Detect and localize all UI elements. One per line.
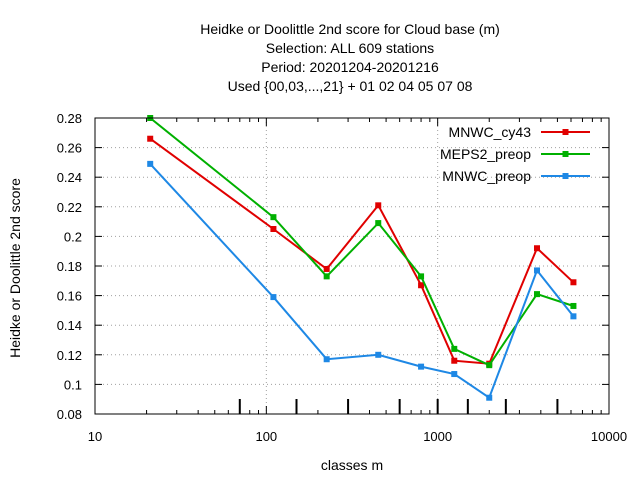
- data-point: [534, 291, 541, 298]
- plot-series: [147, 115, 577, 401]
- data-point: [375, 202, 382, 209]
- data-point: [147, 160, 154, 167]
- data-point: [375, 351, 382, 358]
- data-point: [375, 220, 382, 227]
- x-tick-label: 100: [255, 429, 277, 444]
- data-point: [451, 357, 458, 364]
- y-tick-label: 0.14: [57, 318, 82, 333]
- data-point: [323, 265, 330, 272]
- data-point: [570, 313, 577, 320]
- x-tick-label: 10: [88, 429, 102, 444]
- data-point: [570, 279, 577, 286]
- data-point: [270, 214, 277, 221]
- y-tick-label: 0.08: [57, 407, 82, 422]
- title-line: Selection: ALL 609 stations: [266, 40, 434, 56]
- x-axis: 10 100 1000 10000: [88, 118, 627, 444]
- data-point: [451, 371, 458, 378]
- legend-label: MNWC_cy43: [449, 124, 532, 140]
- y-tick-label: 0.12: [57, 348, 82, 363]
- title-line: Heidke or Doolittle 2nd score for Cloud …: [200, 21, 500, 37]
- legend-label: MNWC_preop: [442, 168, 531, 184]
- data-point: [570, 302, 577, 309]
- y-axis: 0.08 0.1 0.12 0.14 0.16 0.18 0.2 0.22 0.24 0.26 0.…: [57, 111, 609, 422]
- data-point: [486, 362, 493, 369]
- title-line: Period: 20201204-20201216: [261, 59, 439, 75]
- class-limit-marks: [238, 399, 559, 414]
- data-point: [270, 294, 277, 301]
- series-MNWC_cy43: [147, 135, 577, 367]
- y-tick-label: 0.2: [64, 229, 82, 244]
- y-tick-label: 0.1: [64, 377, 82, 392]
- legend-marker: [562, 151, 569, 157]
- y-tick-label: 0.28: [57, 111, 82, 126]
- title-line: Used {00,03,...,21} + 01 02 04 05 07 08: [228, 78, 473, 94]
- legend-marker: [562, 173, 569, 179]
- grid: [95, 118, 609, 414]
- data-point: [147, 135, 154, 142]
- series-line: [149, 163, 575, 400]
- data-point: [451, 345, 458, 352]
- data-point: [270, 226, 277, 232]
- y-axis-label: Heidke or Doolittle 2nd score: [7, 178, 23, 358]
- y-tick-label: 0.16: [57, 289, 82, 304]
- plot-frame: [94, 117, 610, 415]
- data-point: [418, 273, 425, 280]
- legend-marker: [562, 129, 569, 135]
- y-tick-label: 0.22: [57, 200, 82, 215]
- data-point: [418, 363, 425, 370]
- data-point: [323, 356, 330, 363]
- legend-label: MEPS2_preop: [440, 146, 531, 162]
- data-point: [534, 267, 541, 274]
- legend: MNWC_cy43 MEPS2_preop MNWC_preop: [440, 124, 590, 184]
- data-point: [323, 273, 330, 280]
- x-axis-label: classes m: [321, 457, 383, 473]
- series-MEPS2_preop: [147, 115, 577, 369]
- data-point: [534, 245, 541, 252]
- y-tick-label: 0.26: [57, 141, 82, 156]
- x-tick-label: 1000: [423, 429, 452, 444]
- x-tick-label: 10000: [591, 429, 627, 444]
- series-MNWC_preop: [147, 160, 577, 401]
- data-point: [418, 282, 425, 289]
- y-tick-label: 0.18: [57, 259, 82, 274]
- y-tick-label: 0.24: [57, 170, 82, 185]
- data-point: [486, 394, 493, 401]
- chart-title: Heidke or Doolittle 2nd score for Cloud …: [200, 21, 500, 94]
